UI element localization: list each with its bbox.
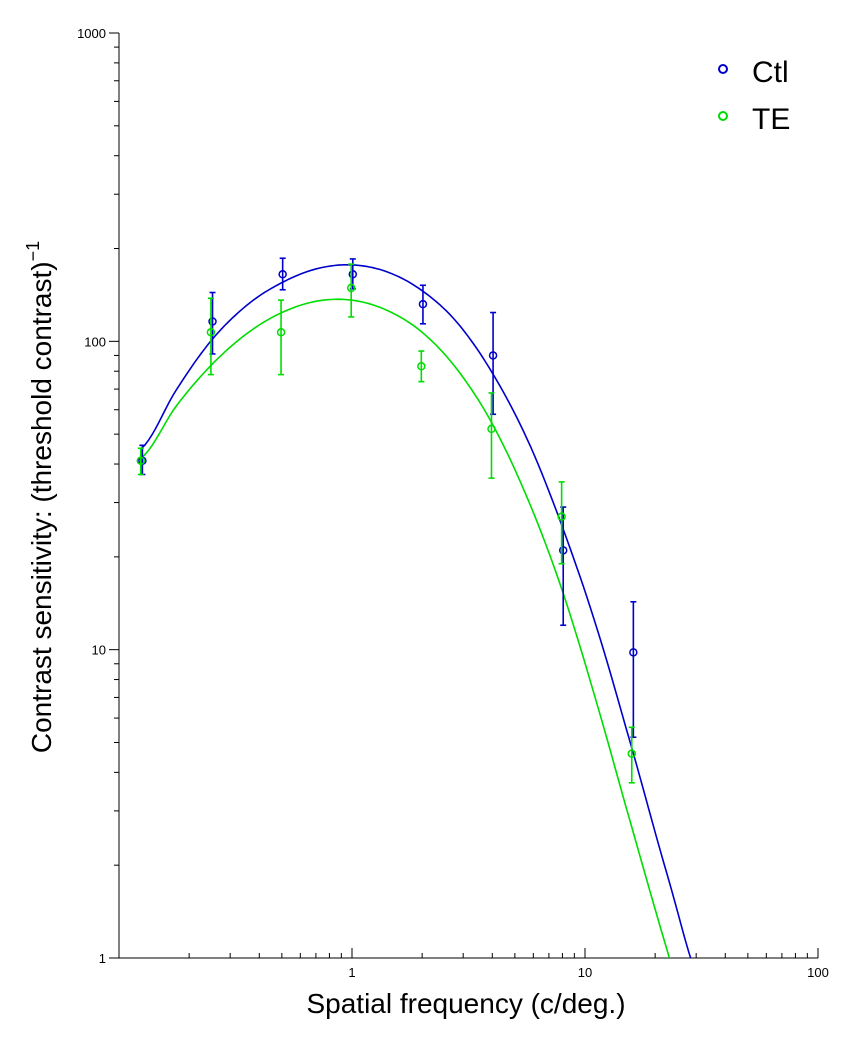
data-point-ctl bbox=[208, 291, 217, 355]
marker bbox=[346, 283, 356, 293]
y-axis-ticks: 1 10 100 1000 bbox=[77, 26, 119, 966]
marker bbox=[278, 270, 287, 279]
marker bbox=[558, 546, 568, 555]
data-point-ctl bbox=[418, 284, 428, 325]
data-point-te bbox=[487, 392, 496, 479]
data-point-te bbox=[346, 263, 356, 318]
y-tick-label: 1 bbox=[99, 951, 106, 966]
y-tick-label: 100 bbox=[84, 334, 106, 349]
x-tick-label: 10 bbox=[578, 965, 592, 980]
x-tick-label: 100 bbox=[807, 965, 829, 980]
y-tick-label: 1000 bbox=[77, 26, 106, 41]
legend: Ctl TE bbox=[718, 56, 790, 136]
legend-item-te: TE bbox=[718, 103, 790, 136]
marker bbox=[488, 351, 498, 360]
marker bbox=[136, 456, 146, 465]
data-point-ctl bbox=[558, 506, 568, 627]
marker bbox=[417, 362, 426, 371]
x-tick-label: 1 bbox=[348, 965, 355, 980]
data-point-te bbox=[417, 350, 426, 383]
fit-curve-ctl bbox=[141, 263, 692, 958]
fit-curve-te bbox=[141, 298, 671, 958]
data-markers bbox=[136, 257, 638, 784]
data-point-ctl bbox=[278, 257, 287, 291]
y-axis-title-main: Contrast sensitivity: (threshold contras… bbox=[26, 261, 57, 753]
marker bbox=[557, 512, 566, 521]
marker bbox=[208, 317, 217, 326]
legend-marker-te bbox=[718, 111, 728, 121]
y-tick-label: 10 bbox=[92, 643, 106, 658]
data-point-te bbox=[206, 297, 216, 376]
legend-item-ctl: Ctl bbox=[718, 56, 789, 89]
data-point-ctl bbox=[629, 600, 638, 739]
fit-curves bbox=[141, 263, 692, 958]
marker bbox=[627, 749, 637, 758]
marker bbox=[206, 328, 216, 337]
legend-label-ctl: Ctl bbox=[752, 56, 789, 89]
x-axis-ticks: 1 10 100 bbox=[188, 948, 829, 980]
marker bbox=[348, 270, 358, 279]
data-point-te bbox=[627, 726, 637, 784]
data-point-te bbox=[557, 481, 566, 565]
data-point-te bbox=[276, 299, 286, 376]
x-axis-title: Spatial frequency (c/deg.) bbox=[306, 988, 625, 1019]
marker bbox=[418, 299, 428, 309]
marker bbox=[487, 424, 496, 434]
y-axis-title: Contrast sensitivity: (threshold contras… bbox=[23, 241, 57, 753]
data-point-ctl bbox=[488, 311, 498, 416]
marker bbox=[629, 648, 638, 657]
legend-marker-ctl bbox=[718, 64, 728, 74]
data-point-te bbox=[136, 447, 146, 476]
marker bbox=[276, 328, 286, 337]
y-axis-title-superscript: −1 bbox=[23, 241, 43, 262]
legend-label-te: TE bbox=[752, 103, 790, 136]
